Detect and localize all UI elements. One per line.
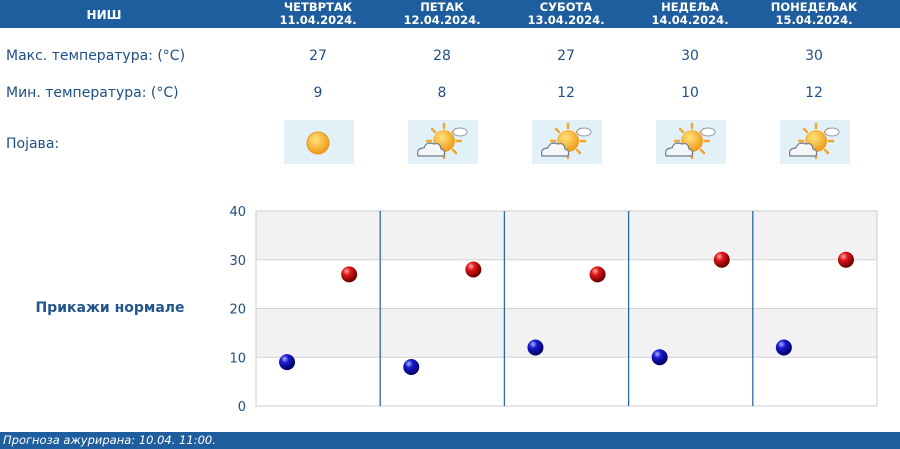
max-temp-value: 27: [309, 48, 327, 64]
chart-band: [256, 357, 877, 406]
day-header-3: СУБОТА 13.04.2024.: [511, 1, 621, 27]
min-temp-value: 10: [681, 85, 699, 101]
min-temp-point: [527, 339, 544, 356]
min-temp-point: [403, 359, 420, 375]
max-temp-point: [837, 251, 854, 268]
day-name: ПЕТАК: [420, 0, 464, 14]
day-name: ЧЕТВРТАК: [283, 0, 353, 14]
sun-behind-clouds-icon: [656, 120, 726, 164]
max-temp-point: [589, 266, 606, 283]
day-header-4: НЕДЕЉА 14.04.2024.: [635, 1, 745, 27]
max-temp-value: 30: [805, 48, 823, 64]
sun-behind-clouds-icon: [780, 120, 850, 164]
sun-behind-clouds-icon: [532, 120, 602, 164]
forecast-header: НИШ ЧЕТВРТАК 11.04.2024. ПЕТАК 12.04.2024.…: [0, 0, 900, 28]
min-temp-point: [651, 349, 668, 366]
max-temp-value: 27: [557, 48, 575, 64]
temperature-chart: 0 10 20 30 40: [229, 205, 878, 415]
day-header-5: ПОНЕДЕЉАК 15.04.2024.: [759, 1, 869, 27]
min-temp-point: [775, 339, 792, 356]
y-tick-label: 30: [229, 254, 246, 269]
max-temp-point: [713, 251, 730, 268]
max-temp-label: Макс. температура: (°C): [6, 48, 186, 64]
sun-icon: [284, 120, 354, 164]
day-name: СУБОТА: [539, 0, 593, 14]
chart-band: [256, 259, 877, 309]
day-header-2: ПЕТАК 12.04.2024.: [387, 1, 497, 27]
y-tick-label: 40: [229, 205, 246, 220]
day-date: 14.04.2024.: [651, 13, 729, 27]
day-name: НЕДЕЉА: [661, 0, 719, 14]
min-temp-value: 12: [557, 85, 575, 101]
min-temp-point: [279, 354, 296, 371]
day-date: 13.04.2024.: [527, 13, 605, 27]
day-date: 12.04.2024.: [403, 13, 481, 27]
min-temp-value: 12: [805, 85, 823, 101]
min-temp-label: Мин. температура: (°C): [6, 85, 179, 101]
show-normals-link[interactable]: Прикажи нормале: [35, 300, 185, 316]
chart-plot-border: [255, 210, 878, 407]
footer-bar: Прогноза ажурирана: 10.04. 11:00.: [0, 432, 900, 449]
max-temp-point: [465, 261, 482, 278]
city-name: НИШ: [86, 8, 122, 22]
max-temp-value: 30: [681, 48, 699, 64]
min-temp-value: 8: [437, 85, 447, 101]
max-temp-value: 28: [433, 48, 451, 64]
max-temp-point: [341, 266, 358, 283]
forecast-updated-text: Прогноза ажурирана: 10.04. 11:00.: [3, 433, 216, 447]
day-date: 11.04.2024.: [279, 13, 357, 27]
phenomenon-label: Појава:: [6, 136, 60, 152]
y-tick-label: 20: [229, 303, 246, 318]
day-date: 15.04.2024.: [775, 13, 853, 27]
chart-band: [256, 211, 877, 260]
day-name: ПОНЕДЕЉАК: [770, 0, 858, 14]
day-header-1: ЧЕТВРТАК 11.04.2024.: [263, 1, 373, 27]
sun-behind-clouds-icon: [408, 120, 478, 164]
min-temp-value: 9: [313, 85, 323, 101]
chart-band: [256, 308, 877, 358]
y-tick-label: 10: [229, 351, 246, 366]
y-tick-label: 0: [238, 400, 246, 415]
